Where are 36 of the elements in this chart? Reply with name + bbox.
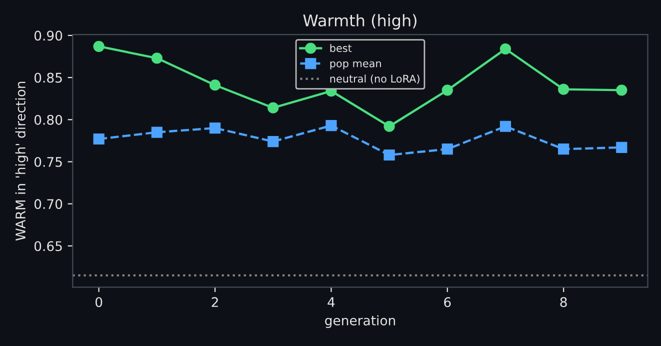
point [558, 84, 570, 95]
point [442, 84, 453, 96]
y-tick-label: 0.65 [34, 241, 62, 252]
point [326, 120, 337, 132]
point [442, 144, 453, 155]
legend-label: best [330, 44, 352, 52]
legend-label: neutral (no LoRA) [330, 74, 420, 84]
y-tick-label: 0.70 [34, 199, 62, 210]
x-tick-label: 2 [212, 297, 218, 307]
x-tick-label: 6 [444, 297, 451, 308]
legend-label: pop mean [330, 61, 381, 70]
point [209, 80, 221, 91]
y-tick-label: 0.80 [34, 114, 62, 125]
point [616, 84, 628, 96]
point [558, 144, 570, 155]
point [93, 133, 104, 145]
y-tick-label: 0.75 [34, 156, 62, 167]
chart-title: Warmth (high) [303, 14, 416, 30]
x-tick-label: 0 [96, 297, 102, 308]
point [616, 142, 628, 153]
x-tick-label: 8 [560, 297, 567, 308]
point [93, 40, 104, 52]
y-tick-label: 0.90 [34, 30, 62, 41]
point [151, 52, 162, 64]
point [384, 149, 395, 161]
point [151, 126, 162, 138]
point [500, 43, 512, 54]
y-tick-label: 0.85 [34, 72, 62, 83]
point [384, 120, 395, 132]
point [500, 120, 512, 132]
y-axis-title: WARM in 'high' direction [15, 82, 28, 241]
point [268, 102, 279, 114]
x-tick-label: 4 [328, 297, 335, 307]
point [268, 136, 279, 148]
x-axis-title: generation [325, 315, 396, 328]
point [209, 122, 221, 134]
